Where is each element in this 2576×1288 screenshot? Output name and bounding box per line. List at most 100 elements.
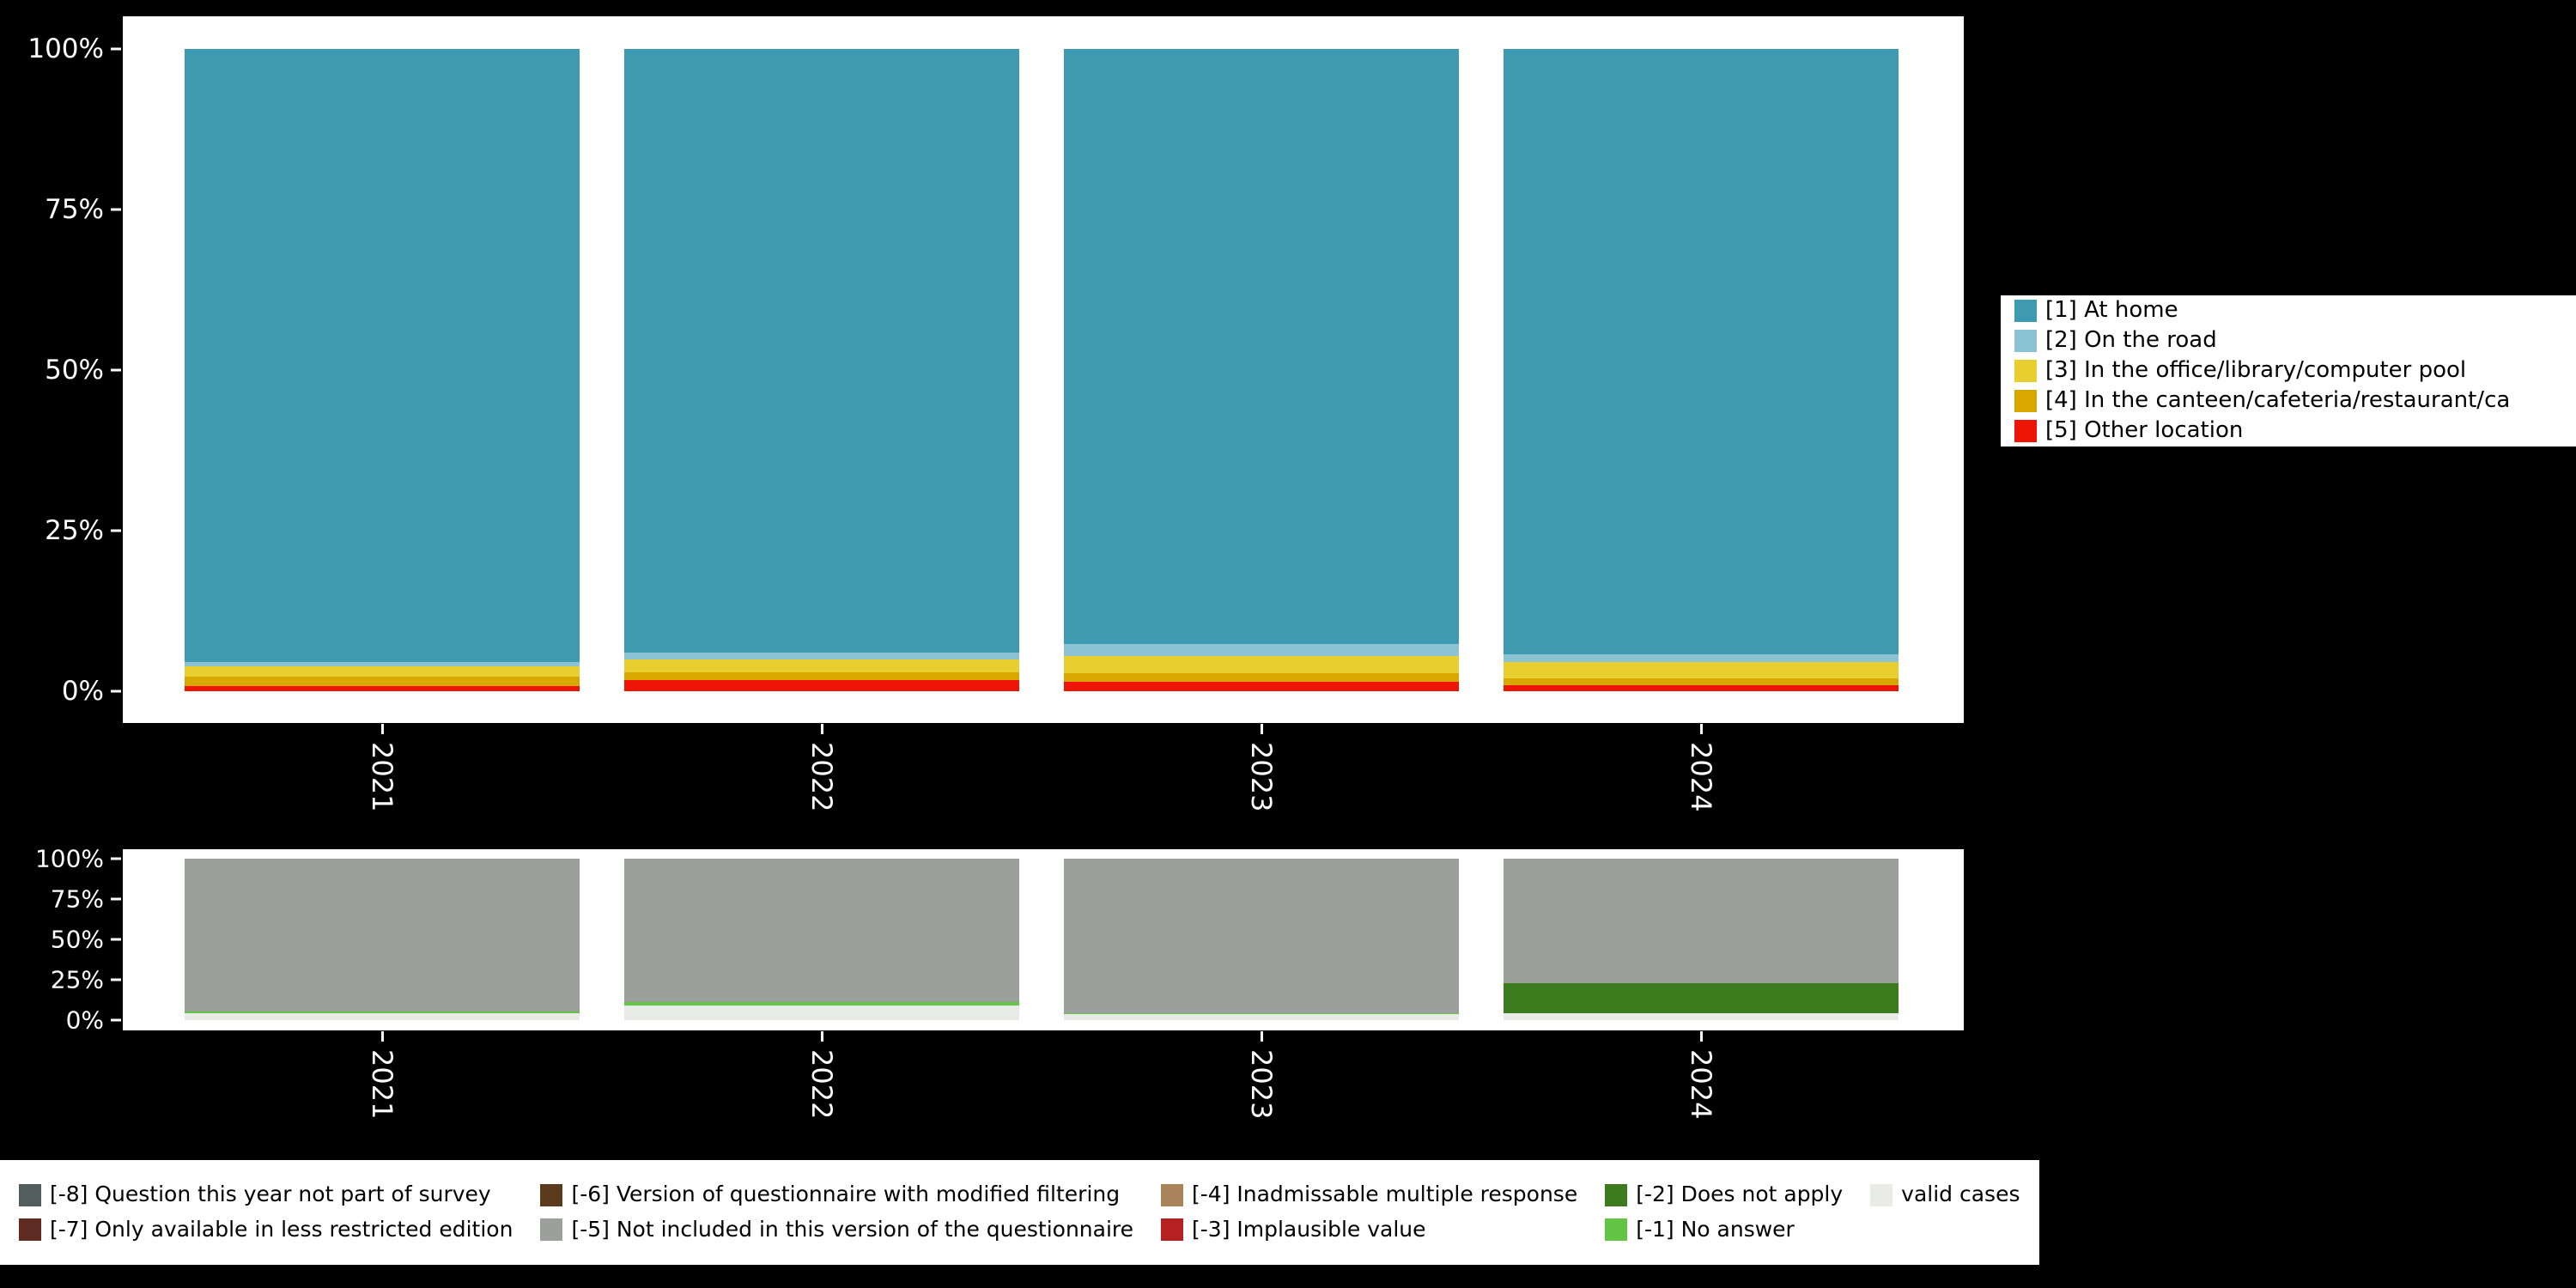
legend-color-swatch <box>540 1218 563 1242</box>
bar-segment <box>623 859 1020 1003</box>
y-axis-tick-mark <box>111 978 121 981</box>
bar-segment <box>1063 859 1460 1014</box>
legend-item-label: [-7] Only available in less restricted e… <box>50 1217 513 1242</box>
y-axis-tick-label: 25% <box>50 965 104 994</box>
x-axis-tick-mark <box>1699 1031 1703 1042</box>
legend-item: [-7] Only available in less restricted e… <box>19 1217 513 1242</box>
x-axis-tick-label: 2024 <box>1685 1049 1717 1120</box>
x-axis-tick-mark <box>820 1031 823 1042</box>
legend-color-swatch <box>19 1218 41 1242</box>
legend-item-label: [5] Other location <box>2045 416 2244 443</box>
x-axis-tick-mark <box>380 1031 384 1042</box>
y-axis-tick-label: 25% <box>45 515 104 546</box>
x-axis-slot: 2022 <box>602 724 1042 811</box>
legend-item: [3] In the office/library/computer pool <box>2014 357 2510 384</box>
missing-values-legend: [-8] Question this year not part of surv… <box>0 1160 2039 1265</box>
x-axis-slot: 2024 <box>1481 1031 1921 1119</box>
bar-segment <box>623 49 1020 653</box>
top-chart-panel <box>123 16 1964 723</box>
bar-segment <box>1503 1013 1899 1020</box>
top-chart-legend: [1] At home [2] On the road [3] In the off… <box>2001 295 2576 447</box>
legend-color-swatch <box>540 1183 563 1206</box>
stacked-bar-2023 <box>1063 49 1460 691</box>
y-axis-tick-mark <box>111 690 121 693</box>
legend-color-swatch <box>19 1183 41 1206</box>
y-axis-tick-label: 100% <box>34 844 104 873</box>
legend-color-swatch <box>1161 1218 1184 1242</box>
bar-slot-2022 <box>602 859 1042 1020</box>
bar-slot-2024 <box>1481 49 1921 691</box>
bar-segment <box>184 49 580 663</box>
bar-segment <box>1503 859 1899 983</box>
top-chart-x-axis: 2021 2022 2023 2024 <box>162 724 1921 811</box>
stacked-bar-2021 <box>184 49 580 691</box>
bar-segment <box>1503 49 1899 654</box>
bar-slot-2024 <box>1481 859 1921 1020</box>
legend-item: [-8] Question this year not part of surv… <box>19 1182 513 1207</box>
bar-segment <box>1503 661 1899 679</box>
legend-color-swatch <box>2014 389 2037 412</box>
x-axis-tick-label: 2021 <box>366 742 398 812</box>
stacked-bar-2023 <box>1063 859 1460 1020</box>
legend-item: [-6] Version of questionnaire with modif… <box>540 1182 1133 1207</box>
bar-segment <box>184 662 580 666</box>
bar-segment <box>184 1011 580 1014</box>
stacked-bar-2022 <box>623 49 1020 691</box>
legend-item: [1] At home <box>2014 297 2510 324</box>
legend-item-label: [-2] Does not apply <box>1636 1182 1844 1207</box>
legend-item: [2] On the road <box>2014 327 2510 354</box>
bar-segment <box>184 1013 580 1020</box>
y-axis-tick-mark <box>111 529 121 532</box>
legend-item: valid cases <box>1870 1182 2020 1207</box>
legend-color-swatch <box>2014 360 2037 382</box>
legend-item-label: [-4] Inadmissable multiple response <box>1192 1182 1578 1207</box>
legend-item: [5] Other location <box>2014 416 2510 444</box>
legend-item: [-4] Inadmissable multiple response <box>1161 1182 1577 1207</box>
bar-slot-2023 <box>1042 859 1481 1020</box>
y-axis-tick-label: 50% <box>50 925 104 954</box>
y-axis-tick-mark <box>111 857 121 860</box>
top-chart-y-axis: 0% 25% 50% 75% 100% <box>0 33 123 707</box>
legend-color-swatch <box>1605 1183 1628 1206</box>
bar-slot-2022 <box>602 49 1042 691</box>
y-axis-tick-label: 0% <box>61 676 104 707</box>
x-axis-tick-label: 2022 <box>805 1049 838 1120</box>
bar-segment <box>1063 655 1460 674</box>
legend-item: [-5] Not included in this version of the… <box>540 1217 1134 1242</box>
y-axis-tick-mark <box>111 208 121 211</box>
legend-color-swatch <box>2014 300 2037 323</box>
bar-segment <box>1063 673 1460 682</box>
legend-item-label: [1] At home <box>2045 297 2178 324</box>
y-axis-tick-mark <box>111 1018 121 1022</box>
legend-item: [-3] Implausible value <box>1161 1217 1577 1242</box>
bar-segment <box>184 676 580 686</box>
bar-segment <box>1063 1013 1460 1015</box>
bar-segment <box>623 1005 1020 1020</box>
x-axis-slot: 2021 <box>162 1031 602 1119</box>
legend-color-swatch <box>1605 1218 1628 1242</box>
bar-segment <box>184 685 580 691</box>
x-axis-slot: 2022 <box>602 1031 1042 1119</box>
legend-color-swatch <box>2014 330 2037 353</box>
legend-item: [-2] Does not apply <box>1605 1182 1843 1207</box>
bar-segment <box>623 659 1020 672</box>
legend-item-label: [-3] Implausible value <box>1192 1217 1426 1242</box>
y-axis-tick-label: 75% <box>50 884 104 914</box>
x-axis-slot: 2024 <box>1481 724 1921 811</box>
top-chart-bars <box>162 49 1921 691</box>
x-axis-tick-mark <box>1699 724 1703 734</box>
legend-item-label: valid cases <box>1901 1182 2020 1207</box>
x-axis-tick-label: 2023 <box>1245 742 1278 812</box>
legend-color-swatch <box>1870 1183 1893 1206</box>
bar-segment <box>1503 982 1899 1014</box>
bar-segment <box>1063 49 1460 645</box>
legend-item-label: [-5] Not included in this version of the… <box>571 1217 1134 1242</box>
bar-segment <box>1063 681 1460 691</box>
legend-item: [-1] No answer <box>1605 1217 1843 1242</box>
y-axis-tick-mark <box>111 368 121 372</box>
bar-segment <box>623 671 1020 680</box>
bar-segment <box>623 653 1020 659</box>
y-axis-tick-label: 100% <box>27 33 104 64</box>
y-axis-tick-label: 50% <box>45 355 104 386</box>
y-axis-tick-mark <box>111 897 121 901</box>
